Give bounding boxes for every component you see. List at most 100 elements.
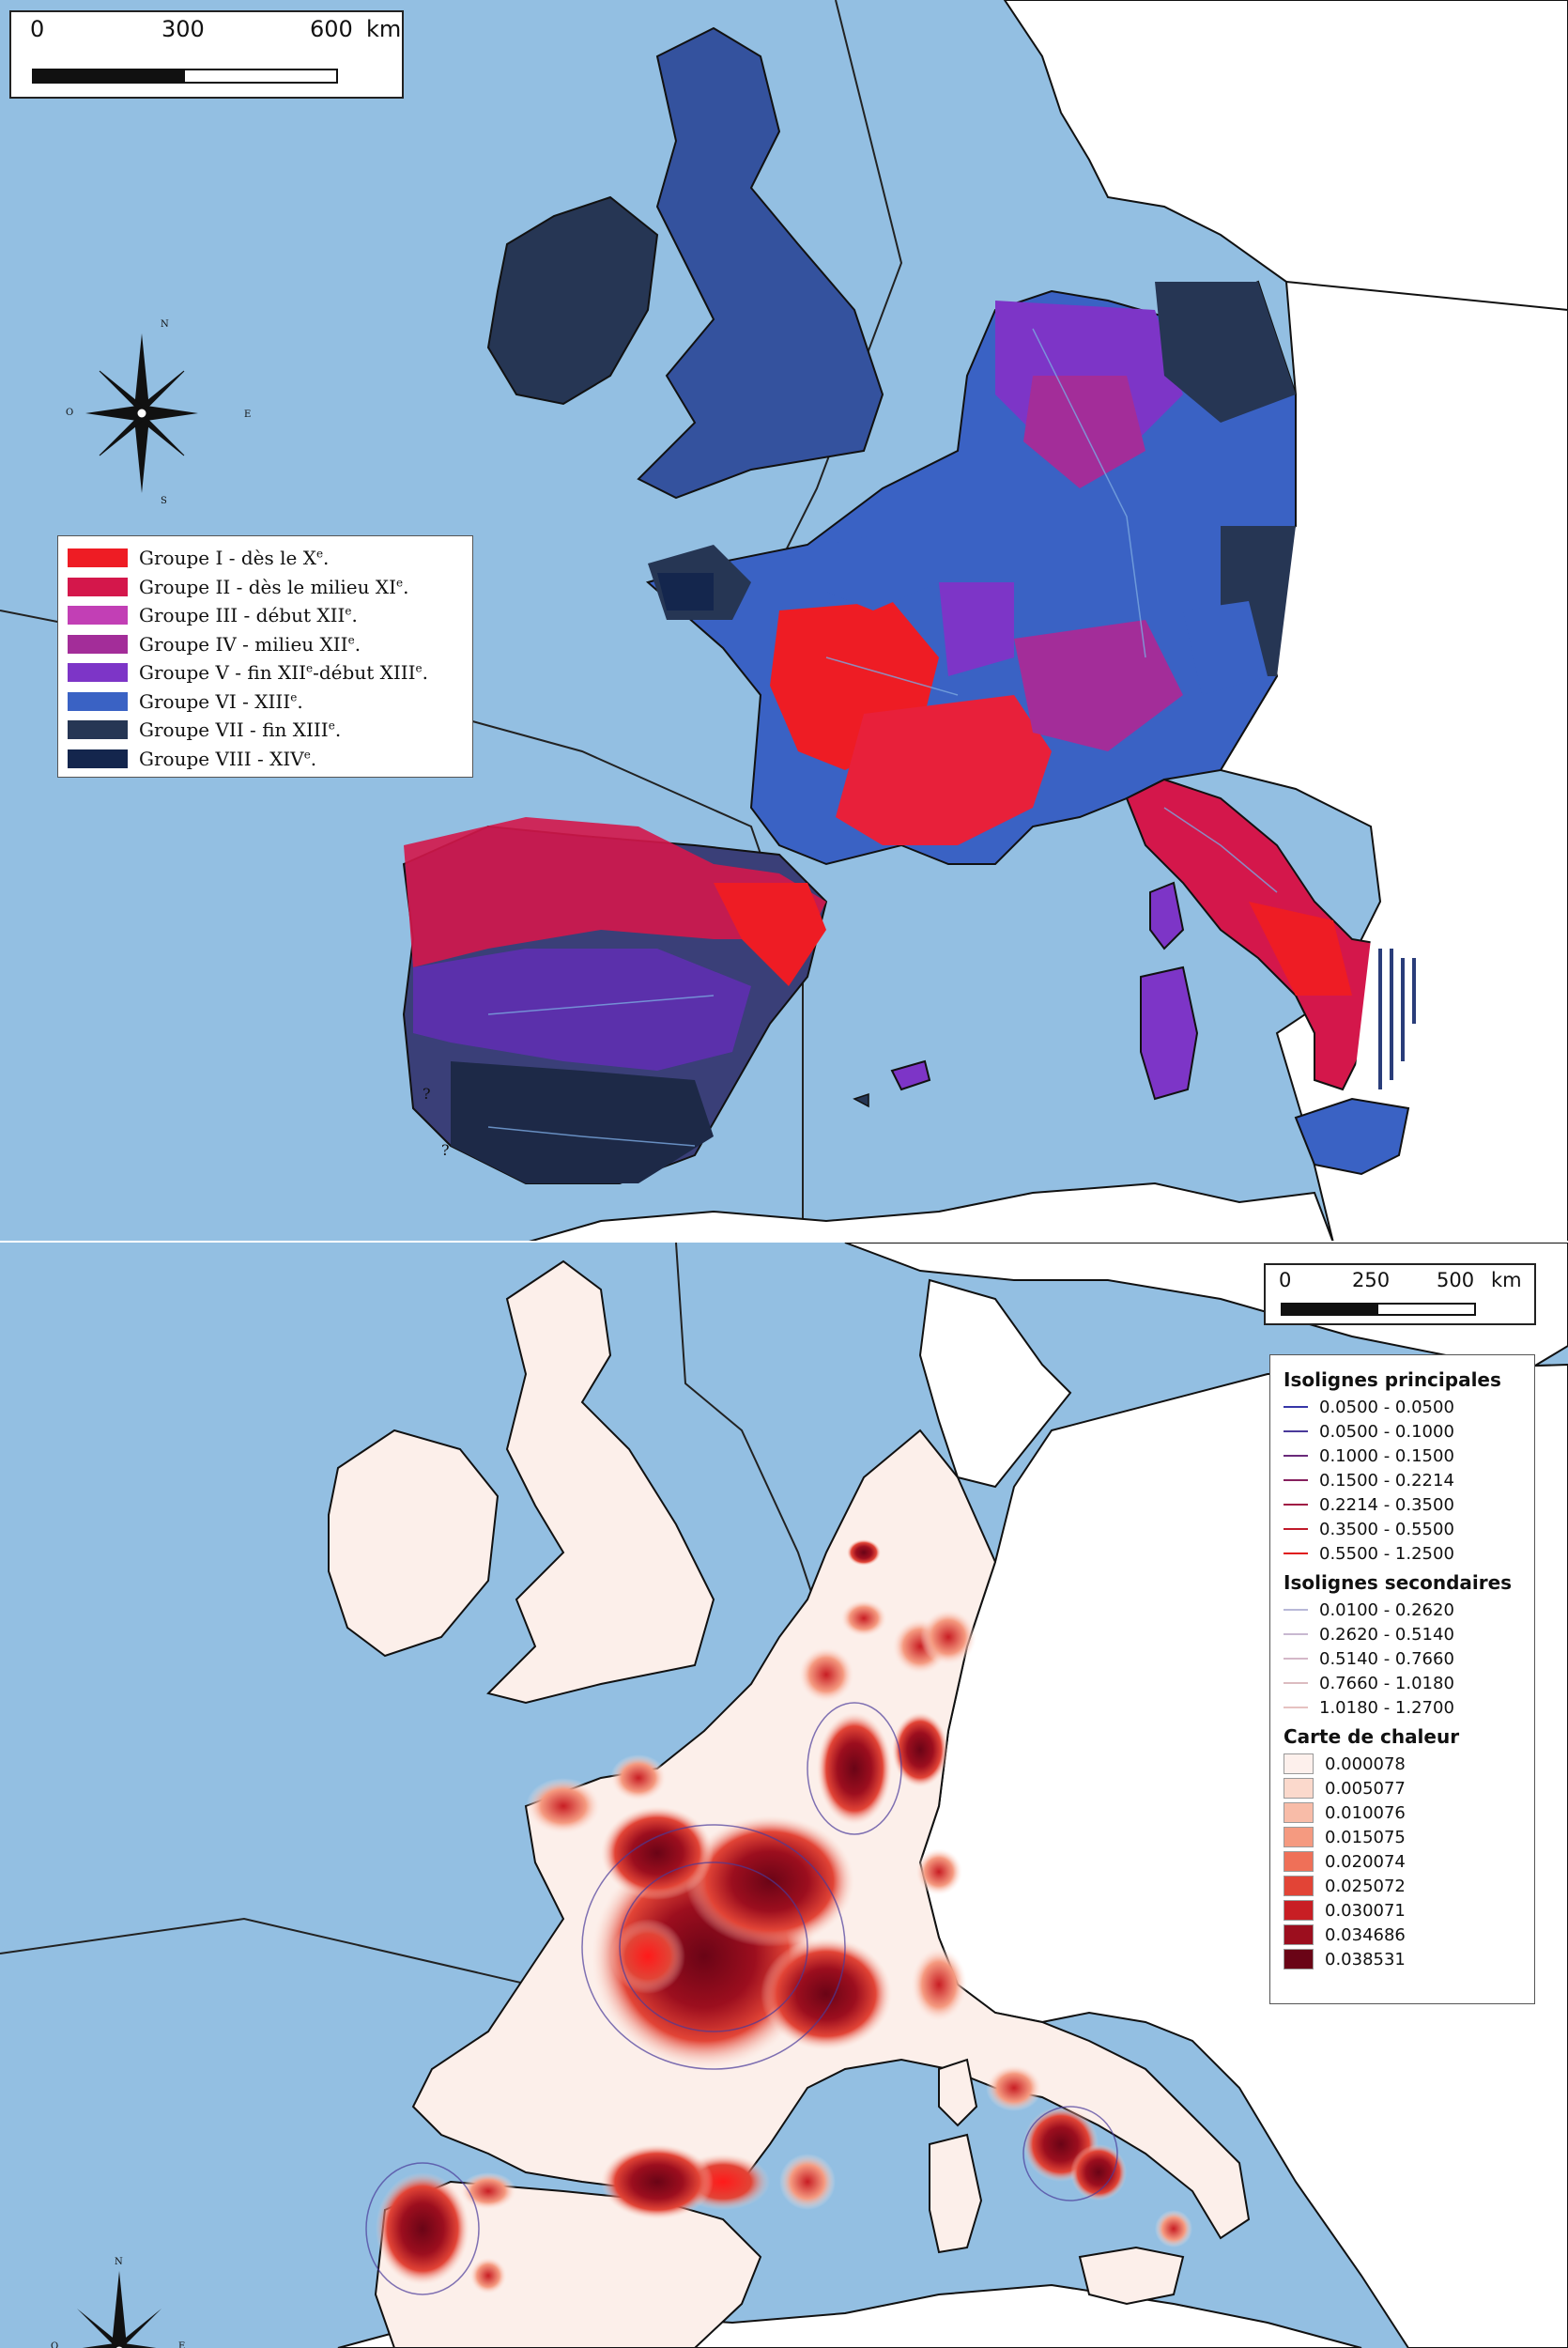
- legend-row-heat: 0.025072: [1284, 1874, 1521, 1898]
- legend-row-principal: 0.0500 - 0.0500: [1284, 1395, 1521, 1419]
- legend-row-group-7: Groupe VII - fin XIIIe.: [68, 716, 463, 745]
- legend-sup: e: [395, 576, 404, 590]
- legend-group: Groupe I: [139, 547, 223, 570]
- bottom-scalebar-tick-2: 500: [1437, 1269, 1475, 1291]
- bottom-compass-e: E: [178, 2341, 186, 2348]
- legend-sup: e: [415, 661, 423, 675]
- top-scalebar-tick-0: 0: [30, 16, 45, 42]
- top-legend: Groupe I - dès le Xe. Groupe II - dès le…: [57, 535, 473, 778]
- legend-period: fin XII: [247, 661, 307, 685]
- legend-period-end: .: [334, 718, 342, 742]
- legend-row-group-6: Groupe VI - XIIIe.: [68, 687, 463, 717]
- top-scalebar-unit: km: [366, 16, 402, 42]
- top-compass-s: S: [161, 496, 167, 506]
- compass-rose-icon: [85, 333, 198, 493]
- top-compass-w: O: [66, 408, 74, 418]
- legend-row-group-5: Groupe V - fin XIIe-début XIIIe.: [68, 658, 463, 687]
- legend-row-group-3: Groupe III - début XIIe.: [68, 601, 463, 630]
- bottom-scalebar-unit: km: [1491, 1269, 1522, 1291]
- legend-period-end: .: [297, 689, 303, 713]
- legend-row-heat: 0.005077: [1284, 1776, 1521, 1800]
- bottom-compass-rose: N E S O: [49, 2257, 190, 2348]
- legend-row-secondary: 0.2620 - 0.5140: [1284, 1622, 1521, 1646]
- legend-swatch: [68, 749, 128, 768]
- legend-row-secondary: 0.5140 - 0.7660: [1284, 1646, 1521, 1671]
- top-map-canvas[interactable]: ? ?: [0, 0, 1568, 1243]
- legend-period: début XII: [255, 604, 346, 627]
- legend-sup: e: [347, 633, 355, 647]
- legend-row-group-8: Groupe VIII - XIVe.: [68, 745, 463, 774]
- legend-swatch: [68, 691, 128, 711]
- legend-row-group-2: Groupe II - dès le milieu XIe.: [68, 573, 463, 602]
- question-mark-iberia: ?: [423, 1085, 431, 1103]
- legend-row-principal: 0.2214 - 0.3500: [1284, 1492, 1521, 1517]
- legend-row-heat: 0.038531: [1284, 1947, 1521, 1971]
- legend-group: Groupe VI: [139, 689, 237, 713]
- top-compass-e: E: [244, 409, 252, 420]
- legend-swatch: [68, 634, 128, 654]
- top-scalebar-tick-2: 600: [310, 16, 353, 42]
- legend-group: Groupe II: [139, 575, 231, 598]
- legend-swatch: [68, 606, 128, 626]
- legend-row-principal: 0.5500 - 1.2500: [1284, 1541, 1521, 1566]
- bottom-scalebar-tick-0: 0: [1279, 1269, 1292, 1291]
- legend-group: Groupe IV: [139, 632, 237, 656]
- legend-row-heat: 0.015075: [1284, 1825, 1521, 1849]
- legend-sup: e: [328, 718, 335, 733]
- legend-group: Groupe VIII: [139, 747, 252, 770]
- legend-period: XIV: [269, 747, 304, 770]
- legend-row-heat: 0.034686: [1284, 1923, 1521, 1947]
- legend-sup: e: [303, 748, 311, 762]
- legend-title-principal: Isolignes principales: [1284, 1368, 1501, 1391]
- legend-period: milieu XII: [254, 632, 348, 656]
- legend-period-end: .: [422, 661, 429, 685]
- legend-row-group-4: Groupe IV - milieu XIIe.: [68, 630, 463, 659]
- bottom-scalebar: 0 250 500 km: [1264, 1263, 1536, 1325]
- top-scalebar-tick-1: 300: [161, 16, 205, 42]
- legend-row-principal: 0.1500 - 0.2214: [1284, 1468, 1521, 1492]
- compass-rose-icon: [77, 2271, 161, 2348]
- question-mark-iberia-south: ?: [441, 1141, 450, 1159]
- legend-period-end: .: [354, 632, 361, 656]
- legend-row-group-1: Groupe I - dès le Xe.: [68, 544, 463, 573]
- legend-period: dès le X: [240, 547, 316, 570]
- legend-group: Groupe V: [139, 661, 229, 685]
- legend-group: Groupe III: [139, 604, 238, 627]
- legend-title-heat: Carte de chaleur: [1284, 1725, 1460, 1748]
- legend-sup: e: [345, 604, 352, 618]
- bottom-compass-n: N: [115, 2257, 123, 2267]
- legend-sup: e: [315, 547, 324, 561]
- legend-period-end: .: [403, 575, 409, 598]
- bottom-scalebar-tick-1: 250: [1352, 1269, 1391, 1291]
- top-map-panel[interactable]: ? ? 0 300 600 km N: [0, 0, 1568, 1243]
- legend-row-heat: 0.000078: [1284, 1752, 1521, 1776]
- legend-swatch: [68, 548, 128, 568]
- top-compass-n: N: [161, 319, 169, 330]
- legend-swatch: [68, 577, 128, 596]
- bottom-compass-w: O: [51, 2341, 59, 2348]
- legend-swatch: [68, 720, 128, 740]
- legend-row-heat: 0.010076: [1284, 1800, 1521, 1825]
- legend-row-heat: 0.020074: [1284, 1849, 1521, 1874]
- legend-swatch: [68, 663, 128, 683]
- legend-row-principal: 0.3500 - 0.5500: [1284, 1517, 1521, 1541]
- bottom-map-panel[interactable]: 0 250 500 km N E S O: [0, 1243, 1568, 2348]
- legend-sup: e: [290, 690, 298, 704]
- legend-row-heat: 0.030071: [1284, 1898, 1521, 1923]
- legend-row-principal: 0.0500 - 0.1000: [1284, 1419, 1521, 1444]
- legend-period-end: .: [310, 747, 317, 770]
- legend-group: Groupe VII: [139, 718, 244, 742]
- legend-row-secondary: 0.0100 - 0.2620: [1284, 1598, 1521, 1622]
- legend-period-end: .: [351, 604, 358, 627]
- bottom-legend: Isolignes principales 0.0500 - 0.0500 0.…: [1269, 1354, 1535, 2004]
- top-scalebar: 0 300 600 km: [9, 10, 404, 99]
- legend-period: dès le milieu XI: [248, 575, 396, 598]
- legend-period-mid: -début XIII: [313, 661, 416, 685]
- legend-sup: e: [306, 661, 314, 675]
- legend-period-end: .: [323, 547, 330, 570]
- legend-row-secondary: 0.7660 - 1.0180: [1284, 1671, 1521, 1695]
- legend-row-secondary: 1.0180 - 1.2700: [1284, 1695, 1521, 1720]
- legend-period: fin XIII: [262, 718, 329, 742]
- legend-row-principal: 0.1000 - 0.1500: [1284, 1444, 1521, 1468]
- top-compass-rose: N E S O: [66, 319, 251, 507]
